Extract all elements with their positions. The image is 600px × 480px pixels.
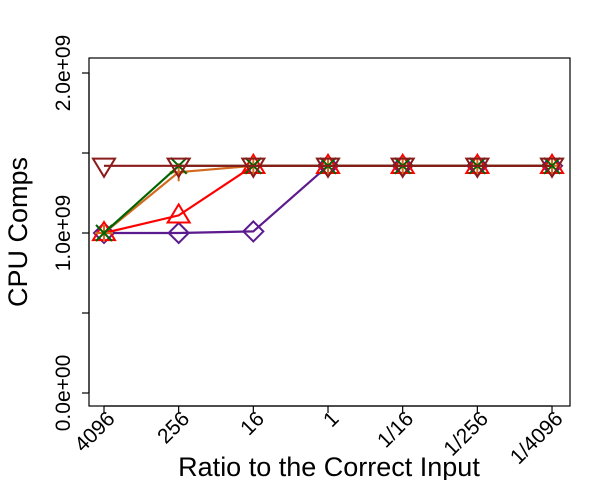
data-point-marker bbox=[91, 157, 117, 179]
x-tick-label: 16 bbox=[236, 407, 269, 440]
x-tick-label: 1 bbox=[319, 407, 344, 432]
data-point-marker bbox=[95, 224, 113, 242]
data-point-marker bbox=[389, 157, 416, 179]
series-2 bbox=[95, 156, 562, 242]
y-tick-label: 1.0e+09 bbox=[52, 195, 75, 272]
data-point-marker bbox=[92, 221, 116, 245]
data-point-marker bbox=[240, 157, 267, 179]
x-tick-label: 4096 bbox=[70, 407, 119, 456]
x-tick-label: 1/16 bbox=[373, 407, 418, 452]
axes: 4096 256 16 1 1/16 1/256 1/40960.0e+001.0e+092… bbox=[52, 35, 568, 469]
y-tick-label: 0.0e+00 bbox=[52, 355, 75, 432]
x-axis-label: Ratio to the Correct Input bbox=[178, 452, 480, 480]
y-axis-label: CPU Comps bbox=[3, 157, 33, 307]
data-point-marker bbox=[167, 221, 191, 245]
series-group bbox=[91, 152, 565, 245]
data-point-marker bbox=[315, 157, 341, 179]
data-point-marker bbox=[241, 219, 265, 243]
series-4 bbox=[91, 157, 565, 179]
y-tick-label: 2.0e+09 bbox=[52, 35, 75, 112]
data-point-marker bbox=[539, 157, 565, 179]
data-point-marker bbox=[165, 202, 192, 224]
data-point-marker bbox=[165, 157, 192, 179]
x-tick-label: 256 bbox=[153, 407, 194, 448]
data-point-marker bbox=[464, 157, 491, 179]
x-tick-label: 1/4096 bbox=[506, 407, 568, 469]
